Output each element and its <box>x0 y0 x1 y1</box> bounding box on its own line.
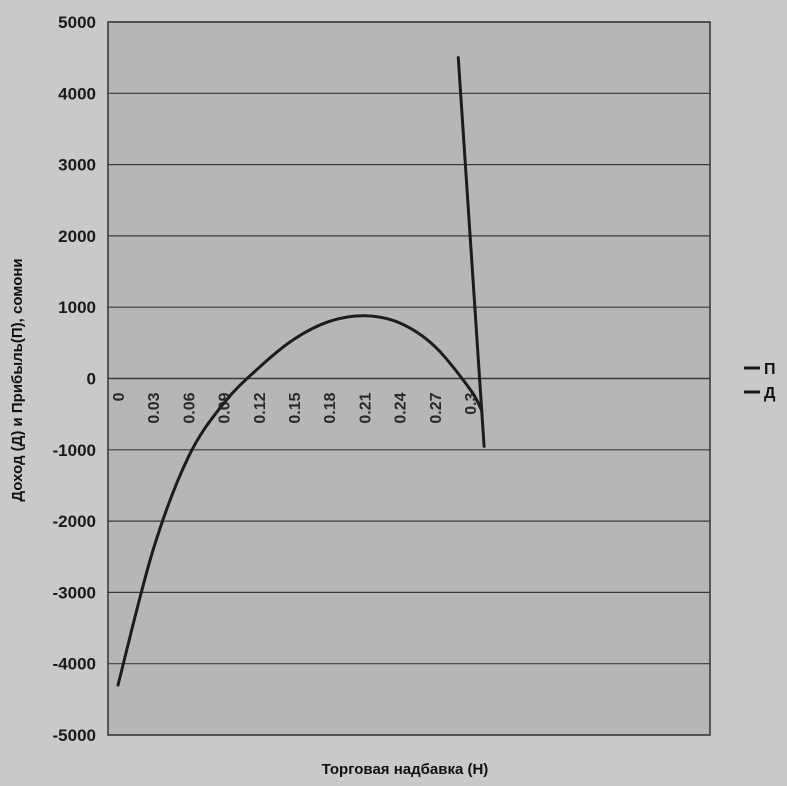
x-tick-label: 0.21 <box>357 392 374 423</box>
y-tick-label: 1000 <box>58 298 96 317</box>
y-axis-title: Доход (Д) и Прибыль(П), сомони <box>9 258 26 501</box>
x-tick-label: 0.24 <box>393 392 410 423</box>
y-tick-label: 3000 <box>58 156 96 175</box>
legend-label: П <box>764 361 776 378</box>
x-tick-label: 0.18 <box>322 392 339 423</box>
x-tick-label: 0.27 <box>428 392 445 423</box>
series-line-revenue <box>456 56 486 448</box>
x-tick-label: 0.15 <box>287 392 304 423</box>
y-tick-label: -5000 <box>53 726 96 745</box>
x-tick-label: 0.06 <box>181 392 198 423</box>
y-tick-label: 5000 <box>58 13 96 32</box>
y-tick-label: -4000 <box>53 655 96 674</box>
series-line-profit <box>116 314 484 687</box>
legend: ПД <box>744 361 776 402</box>
y-tick-label: -1000 <box>53 441 96 460</box>
x-tick-label: 0 <box>111 392 128 401</box>
y-tick-label: 0 <box>87 370 96 389</box>
y-tick-label: -3000 <box>53 583 96 602</box>
x-tick-label: 0.09 <box>217 392 234 423</box>
y-tick-label: -2000 <box>53 512 96 531</box>
x-axis-title: Торговая надбавка (Н) <box>322 761 489 778</box>
y-tick-label: 4000 <box>58 84 96 103</box>
legend-label: Д <box>764 385 776 402</box>
x-tick-label: 0.03 <box>146 392 163 423</box>
y-tick-label: 2000 <box>58 227 96 246</box>
x-tick-label: 0.12 <box>252 392 269 423</box>
